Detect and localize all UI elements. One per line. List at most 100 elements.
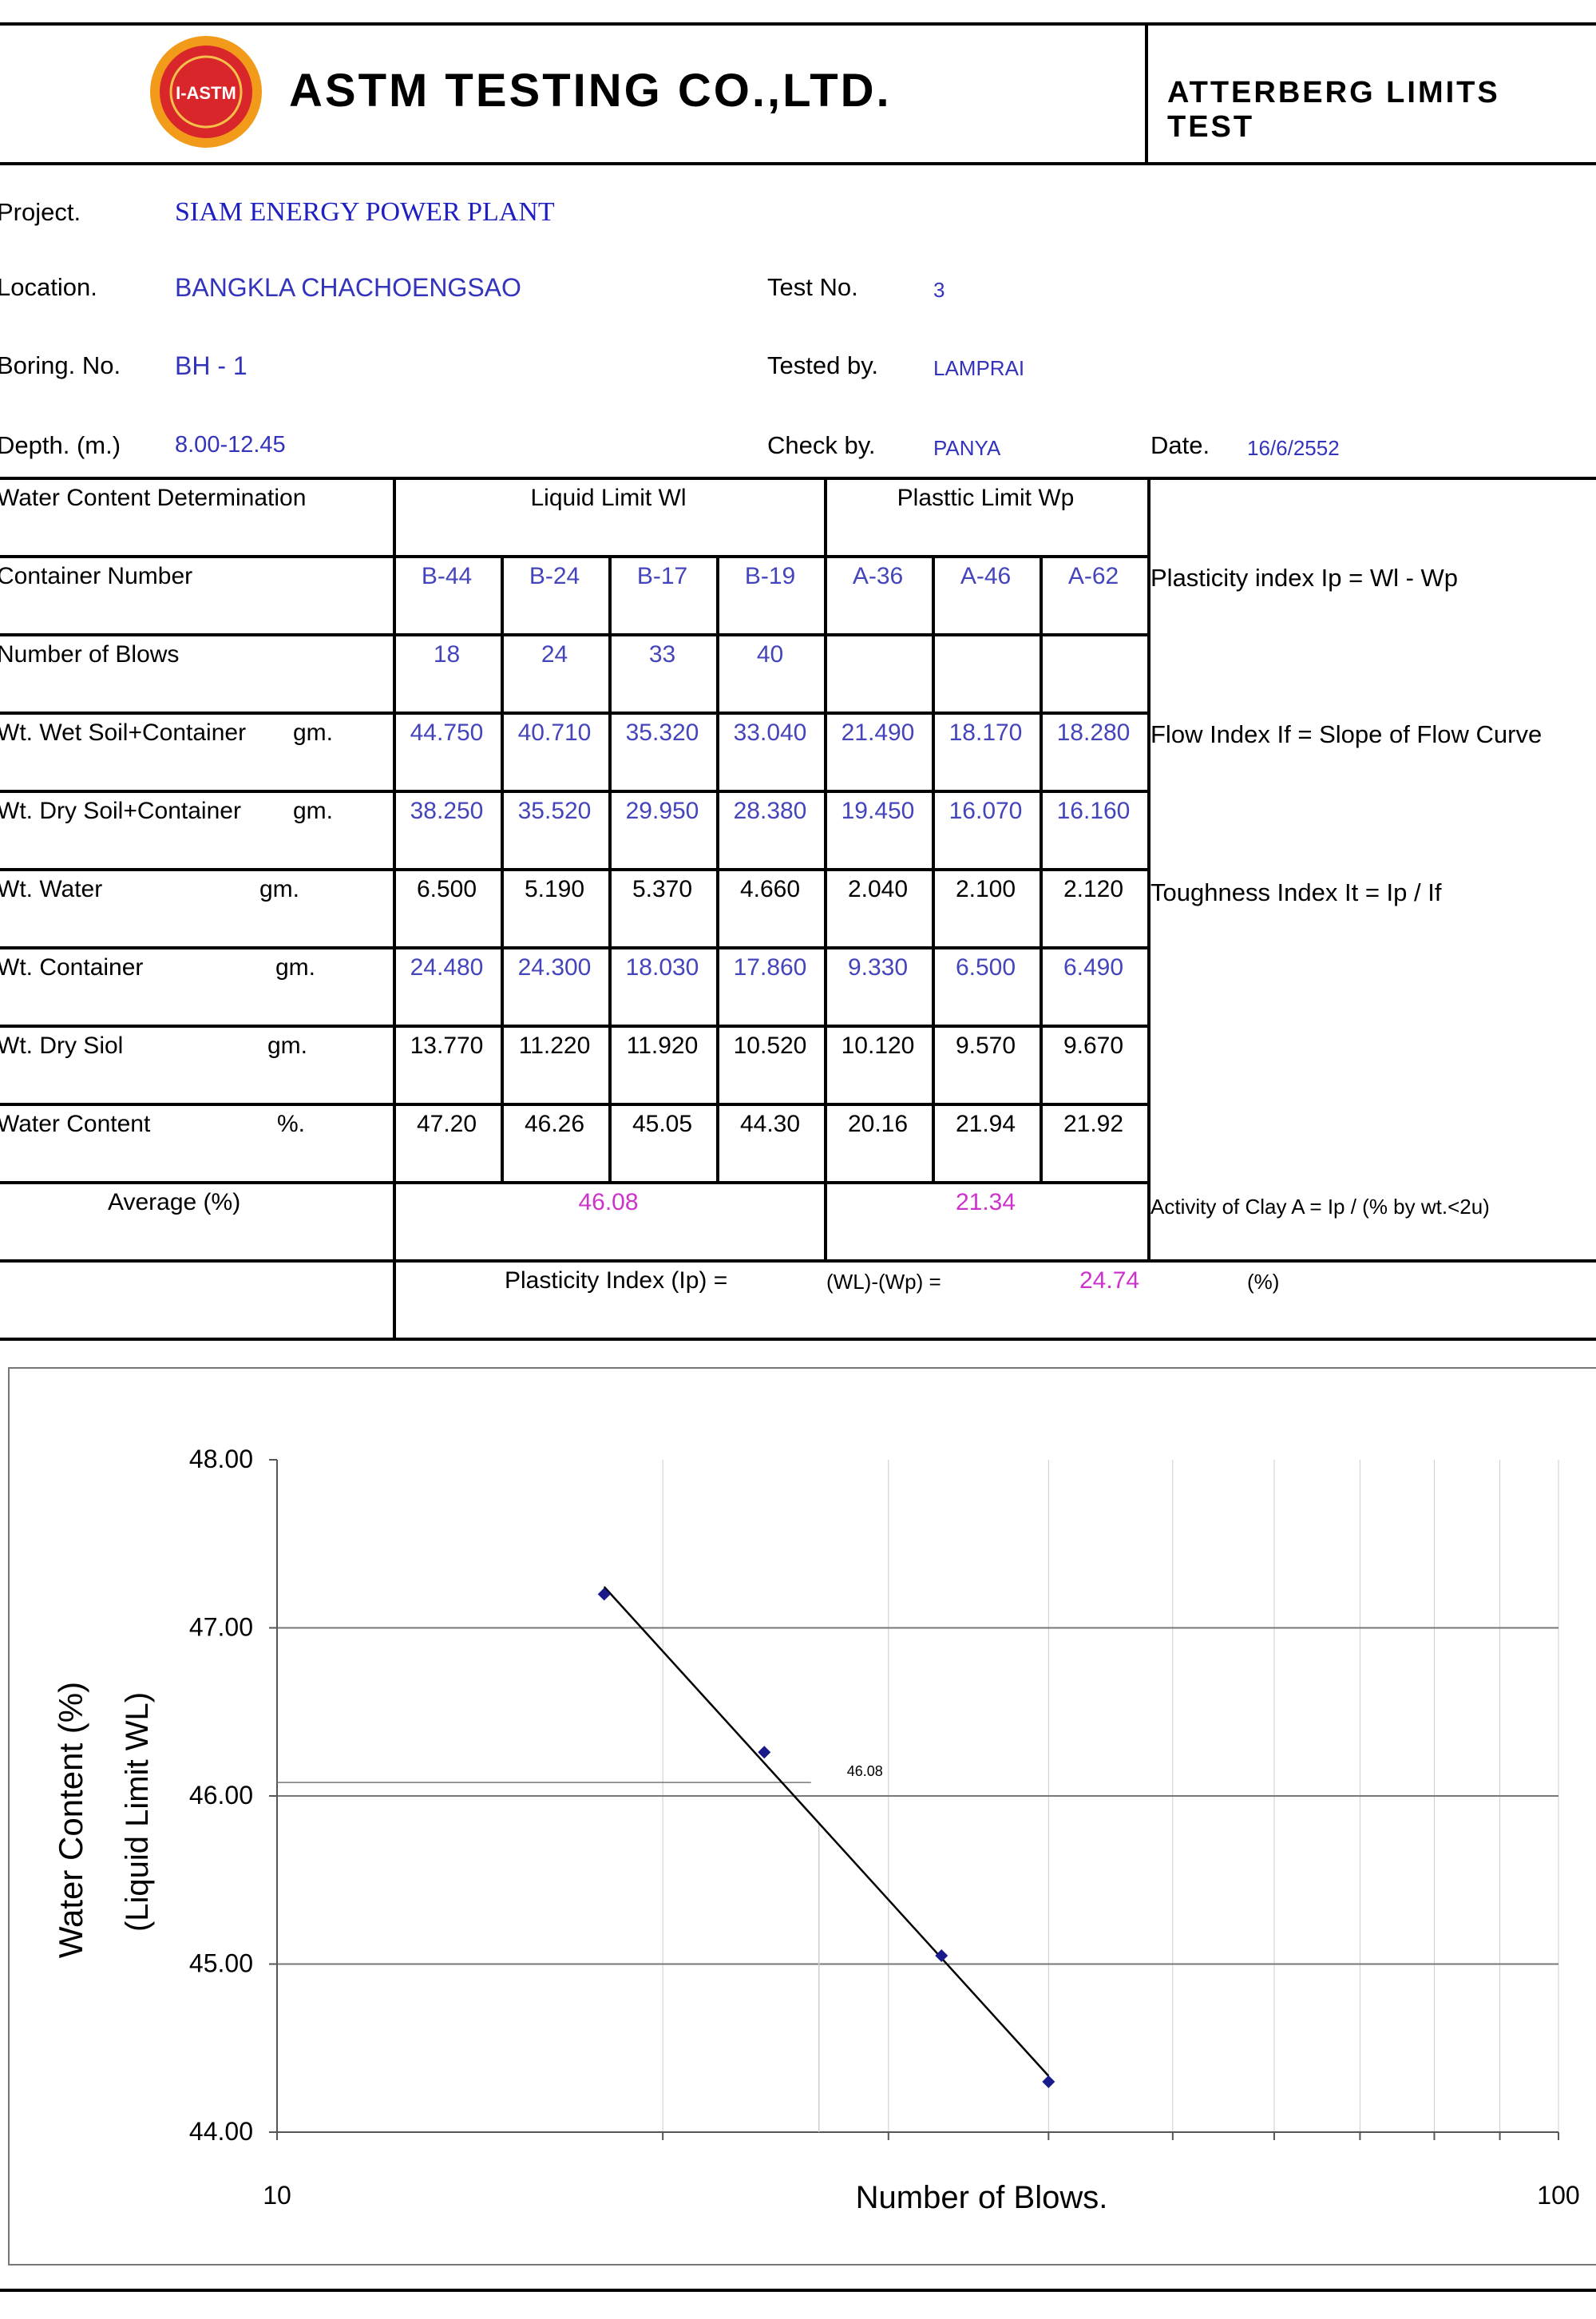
table-cell: 4.660 [739, 876, 801, 902]
table-cell: 6.500 [955, 954, 1016, 981]
table-cell: 38.250 [410, 798, 484, 824]
location-label: Location. [0, 273, 97, 301]
table-cell: 9.330 [847, 954, 909, 981]
header-bottom-border [0, 162, 1596, 165]
testno-label: Test No. [767, 273, 858, 301]
table-rule [0, 477, 1596, 480]
plastic-limit-heading: Plasttic Limit Wp [897, 485, 1075, 511]
table-cell: 16.160 [1056, 798, 1131, 824]
table-cell: 6.500 [416, 876, 477, 902]
table-cell: 19.450 [841, 798, 915, 824]
table-cell: 18.170 [948, 719, 1023, 746]
table-cell: 16.070 [948, 798, 1023, 824]
table-cell: B-17 [636, 563, 688, 589]
table-rule [0, 1181, 1147, 1184]
depth-value: 8.00-12.45 [175, 432, 286, 458]
project-value: SIAM ENERGY POWER PLANT [175, 197, 555, 227]
table-cell: 5.370 [632, 876, 693, 902]
table-column-rule [824, 477, 827, 1259]
table-cell: 11.920 [626, 1033, 699, 1059]
table-rule [0, 946, 1147, 949]
table-column-rule [716, 555, 719, 1181]
table-cell: 10.520 [733, 1033, 807, 1059]
table-cell: 5.190 [524, 876, 585, 902]
date-label: Date. [1150, 431, 1210, 459]
table-cell: 17.860 [733, 954, 807, 981]
table-row-label: Wt. Dry Siol [0, 1033, 124, 1059]
table-cell: 44.750 [410, 719, 484, 746]
boring-value: BH - 1 [175, 351, 248, 380]
table-cell: B-44 [421, 563, 473, 589]
testedby-value: LAMPRAI [933, 356, 1025, 380]
depth-label: Depth. (m.) [0, 431, 121, 459]
table-heading: Water Content Determination [0, 485, 307, 511]
page-bottom-border [0, 2289, 1596, 2292]
table-cell: 28.380 [733, 798, 807, 824]
table-rule [0, 555, 1147, 558]
table-cell: 33 [648, 641, 676, 668]
testno-value: 3 [933, 278, 945, 302]
table-rule [0, 1103, 1147, 1106]
table-cell: 45.05 [632, 1111, 693, 1137]
table-row-label: Number of Blows [0, 641, 180, 668]
table-cell: 11.220 [518, 1033, 591, 1059]
testedby-label: Tested by. [767, 351, 879, 379]
table-cell: 35.320 [625, 719, 699, 746]
table-cell: 35.520 [517, 798, 592, 824]
table-cell: 24 [541, 641, 568, 668]
table-row-unit: gm. [267, 1033, 308, 1059]
average-label: Average (%) [108, 1189, 241, 1215]
table-row-unit: gm. [275, 954, 316, 981]
company-name: ASTM TESTING CO.,LTD. [289, 65, 892, 117]
table-cell: 21.92 [1063, 1111, 1124, 1137]
date-value: 16/6/2552 [1247, 436, 1340, 460]
table-cell: 44.30 [739, 1111, 801, 1137]
table-row-unit: gm. [293, 798, 334, 824]
company-logo: I-ASTM [150, 36, 262, 148]
liquid-limit-heading: Liquid Limit Wl [530, 485, 687, 511]
table-cell: 40 [756, 641, 784, 668]
table-rule [0, 1025, 1147, 1028]
table-row-label: Wt. Dry Soil+Container [0, 798, 241, 824]
table-cell: 6.490 [1063, 954, 1124, 981]
test-title: ATTERBERG LIMITS TEST [1167, 76, 1500, 144]
table-rule [0, 1338, 1596, 1341]
plasticity-index-label: Plasticity Index (Ip) = [505, 1267, 728, 1294]
plasticity-index-value: 24.74 [1079, 1267, 1140, 1294]
table-row-label: Container Number [0, 563, 193, 589]
table-column-rule [608, 555, 612, 1181]
table-cell: 9.570 [955, 1033, 1016, 1059]
table-cell: 29.950 [625, 798, 699, 824]
table-cell: A-62 [1067, 563, 1119, 589]
table-cell: 47.20 [416, 1111, 477, 1137]
table-column-rule [932, 555, 935, 1181]
table-row-label: Water Content [0, 1111, 151, 1137]
plasticity-index-formula: (WL)-(Wp) = [826, 1270, 941, 1294]
table-cell: 2.040 [847, 876, 909, 902]
table-cell: 21.94 [955, 1111, 1016, 1137]
checkby-label: Check by. [767, 431, 876, 459]
table-cell: 24.300 [517, 954, 592, 981]
table-row-unit: gm. [259, 876, 300, 902]
flow-index-note: Flow Index If = Slope of Flow Curve [1150, 720, 1543, 748]
table-column-rule [1040, 555, 1043, 1181]
table-cell: A-46 [960, 563, 1012, 589]
table-row-unit: gm. [293, 719, 334, 746]
table-cell: 33.040 [733, 719, 807, 746]
top-border [0, 22, 1596, 26]
table-row-label: Wt. Water [0, 876, 103, 902]
checkby-value: PANYA [933, 436, 1001, 460]
table-column-rule [1147, 477, 1150, 1259]
table-rule [0, 712, 1147, 715]
table-rule [0, 790, 1147, 793]
table-rule [0, 1259, 1596, 1263]
table-column-rule [393, 477, 396, 1338]
table-cell: 20.16 [847, 1111, 909, 1137]
header-divider [1145, 22, 1148, 165]
table-cell: 18.280 [1056, 719, 1131, 746]
table-cell: 2.100 [955, 876, 1016, 902]
table-cell: 10.120 [841, 1033, 915, 1059]
table-cell: A-36 [852, 563, 904, 589]
table-rule [0, 868, 1147, 871]
table-column-rule [501, 555, 504, 1181]
